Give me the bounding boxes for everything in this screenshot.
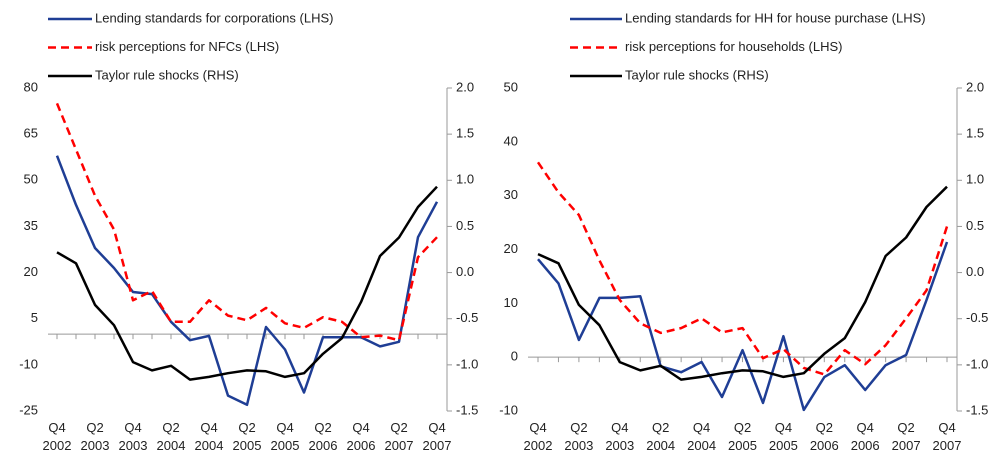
y2-tick-label: 0.0 — [456, 264, 474, 279]
y2-tick-label: -0.5 — [966, 310, 988, 325]
y-tick-label: 20 — [24, 264, 38, 279]
y2-tick-label: -1.0 — [456, 356, 478, 371]
series-line — [536, 161, 949, 376]
y-tick-label: -25 — [19, 402, 38, 417]
x-tick-label: Q4 2006 — [346, 420, 376, 453]
y-tick-label: -10 — [19, 356, 38, 371]
y2-tick-label: 0.5 — [966, 218, 984, 233]
x-tick-label: Q4 2004 — [687, 420, 717, 453]
y-tick-label: 20 — [504, 241, 518, 256]
y-tick-label: 50 — [24, 172, 38, 187]
y2-tick-label: -0.5 — [456, 310, 478, 325]
series-line — [55, 155, 439, 407]
legend-label: Lending standards for HH for house purch… — [625, 10, 926, 25]
y-tick-label: 5 — [31, 310, 38, 325]
x-tick-label: Q4 2006 — [850, 420, 880, 453]
y2-tick-label: 1.5 — [966, 126, 984, 141]
x-tick-label: Q4 2002 — [523, 420, 553, 453]
y-tick-label: 0 — [511, 349, 518, 364]
x-tick-label: Q4 2005 — [768, 420, 798, 453]
y-tick-label: 10 — [504, 295, 518, 310]
x-tick-label: Q4 2005 — [270, 420, 300, 453]
y-tick-label: 65 — [24, 126, 38, 141]
y-tick-label: 35 — [24, 218, 38, 233]
series-line — [537, 241, 949, 412]
x-tick-label: Q4 2002 — [42, 420, 72, 453]
x-tick-label: Q2 2003 — [564, 420, 594, 453]
x-tick-label: Q4 2004 — [194, 420, 224, 453]
y-tick-label: 30 — [504, 187, 518, 202]
x-tick-label: Q4 2003 — [605, 420, 635, 453]
x-tick-label: Q2 2007 — [384, 420, 414, 453]
x-tick-label: Q2 2003 — [80, 420, 110, 453]
x-tick-label: Q2 2004 — [646, 420, 676, 453]
y-tick-label: 40 — [504, 133, 518, 148]
x-tick-label: Q4 2007 — [932, 420, 962, 453]
legend-label: risk perceptions for households (LHS) — [625, 39, 843, 54]
y-tick-label: 50 — [504, 79, 518, 94]
x-tick-label: Q2 2004 — [156, 420, 186, 453]
legend-label: risk perceptions for NFCs (LHS) — [95, 39, 279, 54]
x-tick-label: Q2 2005 — [728, 420, 757, 453]
y2-tick-label: -1.5 — [966, 402, 988, 417]
series-line — [56, 185, 438, 381]
legend-label: Taylor rule shocks (RHS) — [625, 67, 769, 82]
x-tick-label: Q2 2005 — [232, 420, 262, 453]
y2-tick-label: 2.0 — [966, 79, 984, 94]
x-tick-label: Q2 2006 — [308, 420, 338, 453]
y-tick-label: -10 — [499, 402, 518, 417]
y2-tick-label: 1.0 — [966, 172, 984, 187]
x-tick-label: Q2 2007 — [891, 420, 921, 453]
y2-tick-label: -1.0 — [966, 356, 988, 371]
y2-tick-label: 0.5 — [456, 218, 474, 233]
y2-tick-label: 1.0 — [456, 172, 474, 187]
legend-label: Lending standards for corporations (LHS) — [95, 10, 333, 25]
y2-tick-label: 0.0 — [966, 264, 984, 279]
y2-tick-label: -1.5 — [456, 402, 478, 417]
y2-tick-label: 1.5 — [456, 126, 474, 141]
x-tick-label: Q4 2003 — [118, 420, 148, 453]
y-tick-label: 80 — [24, 79, 38, 94]
x-tick-label: Q2 2006 — [809, 420, 839, 453]
legend-label: Taylor rule shocks (RHS) — [95, 67, 239, 82]
series-line — [55, 102, 438, 342]
x-tick-label: Q4 2007 — [422, 420, 452, 453]
series-line — [537, 185, 948, 381]
y2-tick-label: 2.0 — [456, 79, 474, 94]
